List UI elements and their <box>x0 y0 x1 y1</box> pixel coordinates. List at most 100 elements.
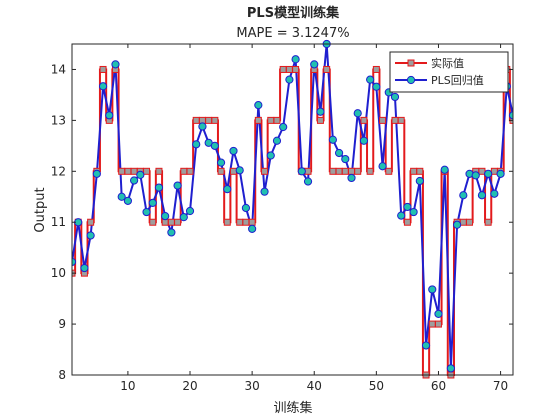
actual-point <box>267 116 275 124</box>
predicted-point <box>198 122 207 131</box>
predicted-point <box>452 220 462 229</box>
predicted-point <box>98 82 108 91</box>
predicted-point <box>210 141 219 150</box>
predicted-point <box>403 202 412 212</box>
predicted-point <box>428 285 437 294</box>
predicted-point <box>316 107 325 116</box>
x-tick-label: 70 <box>493 379 508 393</box>
predicted-point <box>421 341 431 350</box>
predicted-point <box>167 228 176 237</box>
predicted-point <box>80 263 89 273</box>
predicted-point <box>161 212 170 221</box>
predicted-point <box>241 203 251 213</box>
predicted-point <box>378 162 387 171</box>
actual-point <box>273 116 281 124</box>
actual-point <box>379 116 387 124</box>
predicted-point <box>254 101 263 110</box>
actual-point <box>155 167 163 175</box>
series-layer <box>72 39 513 379</box>
predicted-point <box>235 166 244 175</box>
predicted-point <box>279 122 288 132</box>
legend: 实际值 PLS回归值 <box>389 51 509 93</box>
y-tick-label: 13 <box>51 113 66 127</box>
predicted-point <box>192 140 201 149</box>
actual-point <box>149 218 157 226</box>
y-tick-label: 9 <box>58 317 66 331</box>
predicted-point <box>173 181 182 190</box>
actual-point <box>124 167 132 175</box>
chart-title: PLS模型训练集 <box>247 5 340 21</box>
actual-point <box>397 116 405 124</box>
predicted-point <box>359 136 369 145</box>
predicted-point <box>328 135 337 144</box>
actual-point <box>279 65 287 73</box>
predicted-point <box>471 171 480 180</box>
predicted-point <box>477 191 487 200</box>
predicted-point <box>372 82 381 91</box>
actual-point <box>217 167 225 175</box>
actual-point <box>248 218 256 226</box>
predicted-point <box>248 224 257 233</box>
actual-point <box>285 65 293 73</box>
legend-box <box>389 51 509 93</box>
y-tick-label: 11 <box>51 215 66 229</box>
actual-point <box>372 65 380 73</box>
predicted-point <box>266 151 275 160</box>
predicted-point <box>223 185 232 194</box>
x-tick-label: 60 <box>431 379 446 393</box>
actual-point <box>391 116 399 124</box>
predicted-point <box>105 111 114 120</box>
actual-point <box>403 218 411 226</box>
actual-point <box>192 116 200 124</box>
predicted-point <box>310 60 319 69</box>
series-group <box>72 39 513 379</box>
predicted-point <box>216 158 226 167</box>
predicted-point <box>297 167 306 176</box>
predicted-point <box>185 206 195 216</box>
predicted-point <box>142 207 151 217</box>
actual-point <box>484 218 492 226</box>
actual-point <box>292 65 300 73</box>
predicted-point <box>111 60 120 69</box>
x-tick-label: 50 <box>369 379 384 393</box>
legend-label-actual: 实际值 <box>431 56 464 70</box>
actual-point <box>434 320 442 328</box>
actual-point <box>87 218 95 226</box>
legend-marker-actual <box>407 59 415 67</box>
predicted-point <box>366 75 375 84</box>
predicted-point <box>148 198 157 207</box>
actual-point <box>118 167 126 175</box>
actual-point <box>490 167 498 175</box>
actual-point <box>335 167 343 175</box>
x-axis-label: 训练集 <box>273 400 312 416</box>
predicted-point <box>496 169 505 178</box>
actual-point <box>143 167 151 175</box>
actual-point <box>261 167 269 175</box>
predicted-point <box>446 364 455 373</box>
actual-point <box>348 167 356 175</box>
actual-point <box>416 167 424 175</box>
predicted-point <box>397 211 406 220</box>
actual-point <box>229 167 237 175</box>
y-tick-label: 14 <box>51 62 66 76</box>
predicted-point <box>130 176 139 185</box>
legend-marker-predicted <box>406 75 416 85</box>
y-axis-label: Output <box>33 187 48 232</box>
predicted-point <box>285 75 294 84</box>
x-tick-label: 10 <box>120 379 135 393</box>
predicted-point <box>92 169 101 178</box>
x-tick-label: 40 <box>307 379 322 393</box>
actual-point <box>99 65 107 73</box>
predicted-point <box>347 173 356 183</box>
predicted-point <box>123 196 133 205</box>
actual-point <box>316 116 324 124</box>
predicted-point <box>341 154 350 164</box>
predicted-point <box>353 109 362 118</box>
predicted-point <box>154 183 164 192</box>
actual-point <box>366 167 374 175</box>
predicted-point <box>303 177 313 186</box>
actual-point <box>428 320 436 328</box>
predicted-point <box>490 189 499 198</box>
actual-point <box>466 218 474 226</box>
